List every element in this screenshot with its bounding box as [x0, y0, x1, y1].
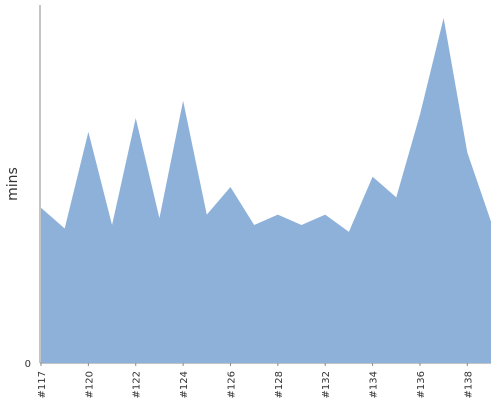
x-tick-label: #128 — [274, 371, 285, 398]
x-tick-label: #132 — [321, 371, 332, 398]
data-point — [228, 185, 232, 189]
data-point — [442, 16, 446, 20]
x-tick-label: #134 — [369, 371, 380, 398]
data-point — [371, 175, 375, 179]
data-point — [205, 213, 209, 217]
y-tick-label-zero: 0 — [25, 359, 31, 370]
data-point — [276, 213, 280, 217]
data-point — [489, 220, 493, 224]
x-tick-label: #122 — [132, 371, 143, 398]
x-tick-label: #136 — [416, 371, 427, 398]
x-tick-label: #126 — [226, 371, 237, 398]
data-point — [347, 230, 351, 234]
data-point — [39, 206, 43, 210]
data-point — [252, 223, 256, 227]
area-series — [39, 16, 493, 363]
x-tick-label: #124 — [179, 371, 190, 398]
data-point — [465, 151, 469, 155]
data-point — [394, 195, 398, 199]
data-point — [418, 113, 422, 117]
x-tick-label: #117 — [37, 371, 48, 398]
y-axis-label: mins — [5, 167, 21, 201]
x-tick-label: #120 — [84, 371, 95, 398]
data-point — [110, 223, 114, 227]
data-point — [181, 99, 185, 103]
x-tick-label: #138 — [463, 371, 474, 398]
area-fill — [41, 18, 491, 363]
data-point — [134, 116, 138, 120]
data-point — [300, 223, 304, 227]
data-point — [63, 226, 67, 230]
data-point — [157, 216, 161, 220]
data-point — [86, 130, 90, 134]
x-tick-labels: #117 #120 #122 #124 #126 #128 #132 #134 #136 #138 — [37, 363, 474, 398]
data-point — [323, 213, 327, 217]
